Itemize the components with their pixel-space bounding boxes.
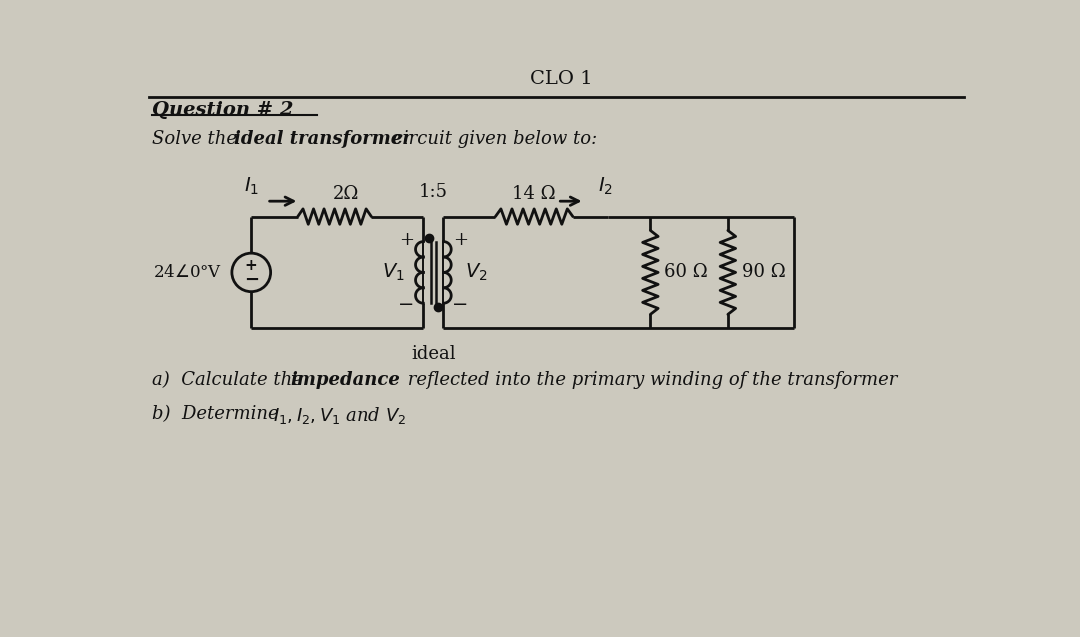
Text: 60 Ω: 60 Ω [664,264,708,282]
Text: −: − [399,296,415,314]
Text: $V_1$: $V_1$ [382,262,405,283]
Text: CLO 1: CLO 1 [530,70,593,88]
Text: −: − [244,271,259,289]
Text: Question # 2: Question # 2 [152,101,294,119]
Text: ideal: ideal [411,345,456,363]
Text: $I_1$: $I_1$ [244,176,259,197]
Text: $I_1, I_2, V_1$ and $V_2$: $I_1, I_2, V_1$ and $V_2$ [273,405,406,426]
Text: reflected into the primary winding of the transformer: reflected into the primary winding of th… [403,371,897,389]
Text: 24$\angle$0°V: 24$\angle$0°V [152,264,221,281]
Text: 1:5: 1:5 [419,183,448,201]
Text: +: + [245,257,258,273]
Text: ideal transformer: ideal transformer [234,129,411,148]
Text: a)  Calculate the: a) Calculate the [152,371,309,389]
Text: +: + [399,231,414,249]
Text: −: − [453,296,469,314]
Text: $I_2$: $I_2$ [597,176,612,197]
Text: 14 Ω: 14 Ω [512,185,556,203]
Text: +: + [453,231,468,249]
Text: impedance: impedance [291,371,400,389]
Text: $V_2$: $V_2$ [464,262,487,283]
Text: circuit given below to:: circuit given below to: [387,129,597,148]
Text: b)  Determine: b) Determine [152,405,284,423]
Text: Solve the: Solve the [152,129,243,148]
Text: 90 Ω: 90 Ω [742,264,785,282]
Text: 2Ω: 2Ω [333,185,360,203]
